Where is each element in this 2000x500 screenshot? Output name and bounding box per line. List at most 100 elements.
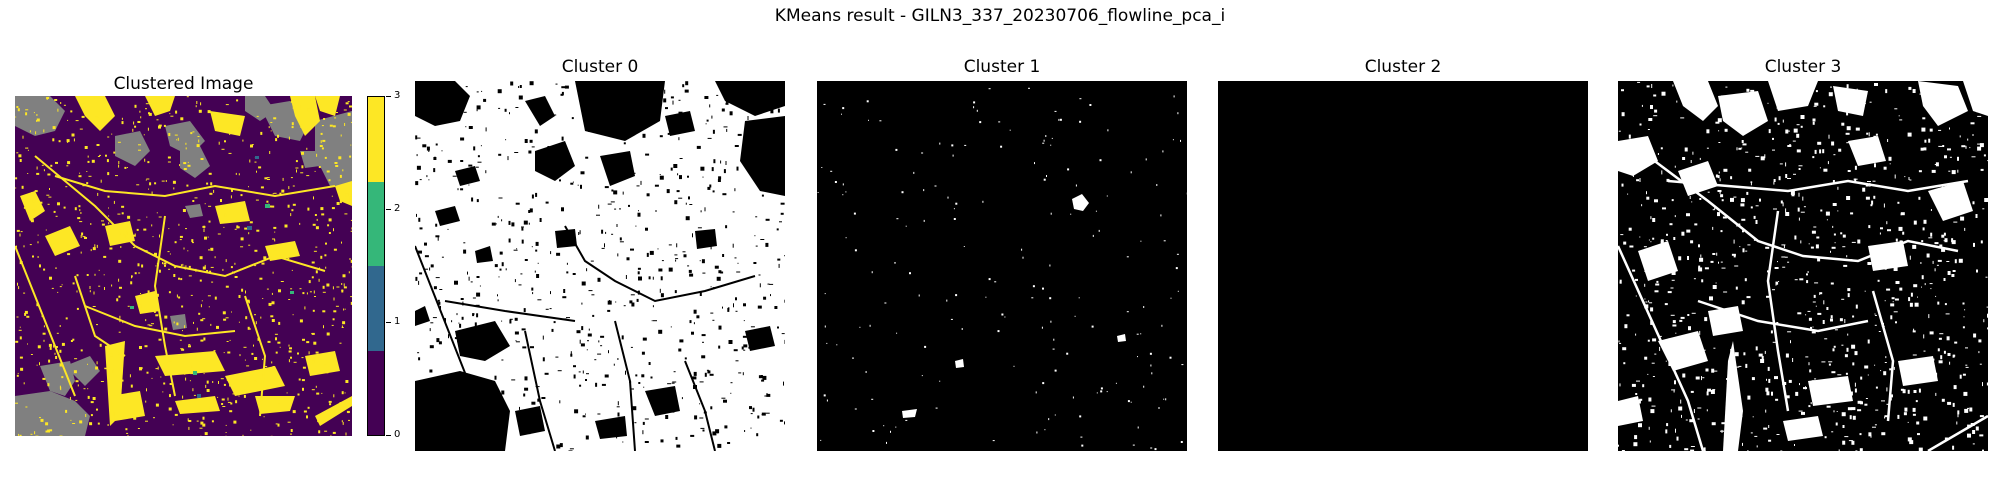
speckle-pixel <box>1962 302 1965 305</box>
speckle-pixel <box>96 144 100 146</box>
speckle-pixel <box>73 370 77 374</box>
speckle-pixel <box>472 313 475 317</box>
speckle-pixel <box>1734 352 1739 357</box>
speckle-pixel <box>212 381 214 383</box>
speckle-pixel <box>1741 414 1743 418</box>
speckle-pixel <box>1765 409 1767 413</box>
speckle-pixel <box>508 220 511 225</box>
speckle-pixel <box>578 232 580 235</box>
speckle-pixel <box>1669 223 1673 226</box>
speckle-pixel <box>485 170 487 174</box>
speckle-pixel <box>722 193 727 196</box>
speckle-pixel <box>301 165 304 169</box>
speckle-pixel <box>235 172 237 175</box>
speckle-pixel <box>134 125 137 128</box>
speckle-pixel <box>735 360 739 362</box>
speckle-pixel <box>286 392 288 394</box>
speckle-pixel <box>275 423 278 425</box>
speckle-pixel <box>1701 100 1706 103</box>
speckle-pixel <box>1913 284 1918 288</box>
speckle-pixel <box>202 318 206 320</box>
speckle-pixel <box>730 392 732 394</box>
speckle-pixel <box>1739 246 1741 248</box>
speckle-pixel <box>315 270 318 274</box>
speckle-pixel <box>1106 391 1108 393</box>
speckle-pixel <box>1776 434 1780 435</box>
speckle-pixel <box>1821 361 1826 363</box>
speckle-pixel <box>270 122 273 123</box>
speckle-pixel <box>248 186 249 188</box>
speckle-pixel <box>535 241 539 246</box>
speckle-pixel <box>277 400 281 404</box>
speckle-pixel <box>733 303 734 308</box>
speckle-pixel <box>448 334 449 339</box>
speckle-pixel <box>233 420 237 424</box>
speckle-pixel <box>1978 339 1982 343</box>
speckle-pixel <box>70 110 73 113</box>
speckle-pixel <box>704 96 709 99</box>
speckle-pixel <box>261 262 265 265</box>
speckle-pixel <box>670 167 673 171</box>
speckle-pixel <box>535 386 540 388</box>
speckle-pixel <box>924 345 927 348</box>
speckle-pixel <box>1815 394 1817 399</box>
speckle-pixel <box>1830 315 1833 319</box>
speckle-pixel <box>1671 271 1676 275</box>
speckle-pixel <box>17 108 20 112</box>
speckle-pixel <box>547 146 550 149</box>
speckle-pixel <box>1926 253 1930 258</box>
speckle-pixel <box>699 403 701 405</box>
speckle-pixel <box>1848 440 1853 442</box>
speckle-pixel <box>196 144 200 148</box>
speckle-pixel <box>1796 149 1801 153</box>
speckle-pixel <box>1698 244 1700 248</box>
speckle-pixel <box>660 95 662 98</box>
speckle-pixel <box>349 155 352 158</box>
speckle-pixel <box>871 271 873 274</box>
speckle-pixel <box>766 331 770 336</box>
speckle-pixel <box>1699 157 1701 160</box>
speckle-pixel <box>690 434 695 437</box>
speckle-pixel <box>454 280 458 285</box>
speckle-pixel <box>428 179 430 181</box>
speckle-pixel <box>146 388 147 392</box>
speckle-pixel <box>1918 388 1921 393</box>
speckle-pixel <box>1780 450 1783 451</box>
speckle-pixel <box>314 296 316 297</box>
speckle-pixel <box>433 112 437 116</box>
speckle-pixel <box>246 365 250 367</box>
speckle-pixel <box>501 390 505 395</box>
speckle-pixel <box>418 357 421 361</box>
speckle-pixel <box>431 395 433 399</box>
speckle-pixel <box>449 104 454 106</box>
speckle-pixel <box>316 392 320 395</box>
speckle-pixel <box>1872 180 1876 182</box>
speckle-pixel <box>514 279 516 283</box>
speckle-pixel <box>1773 181 1775 185</box>
speckle-pixel <box>1959 135 1961 138</box>
speckle-pixel <box>281 189 285 193</box>
speckle-pixel <box>269 151 271 154</box>
speckle-pixel <box>643 386 645 388</box>
speckle-pixel <box>61 284 63 286</box>
speckle-pixel <box>1889 368 1893 371</box>
speckle-pixel <box>1972 102 1975 107</box>
speckle-pixel <box>748 346 752 349</box>
speckle-pixel <box>1650 307 1654 312</box>
speckle-pixel <box>515 202 520 205</box>
speckle-pixel <box>1742 230 1744 233</box>
speckle-pixel <box>1686 213 1690 217</box>
speckle-pixel <box>820 439 822 441</box>
speckle-pixel <box>118 161 120 164</box>
speckle-pixel <box>761 379 765 382</box>
speckle-pixel <box>299 319 303 323</box>
speckle-pixel <box>1867 374 1869 376</box>
speckle-pixel <box>342 169 344 172</box>
speckle-pixel <box>611 233 614 235</box>
speckle-pixel <box>1951 238 1954 243</box>
speckle-pixel <box>87 160 90 163</box>
speckle-pixel <box>734 257 737 259</box>
speckle-pixel <box>290 356 292 359</box>
speckle-pixel <box>177 137 179 141</box>
speckle-pixel <box>921 152 924 154</box>
